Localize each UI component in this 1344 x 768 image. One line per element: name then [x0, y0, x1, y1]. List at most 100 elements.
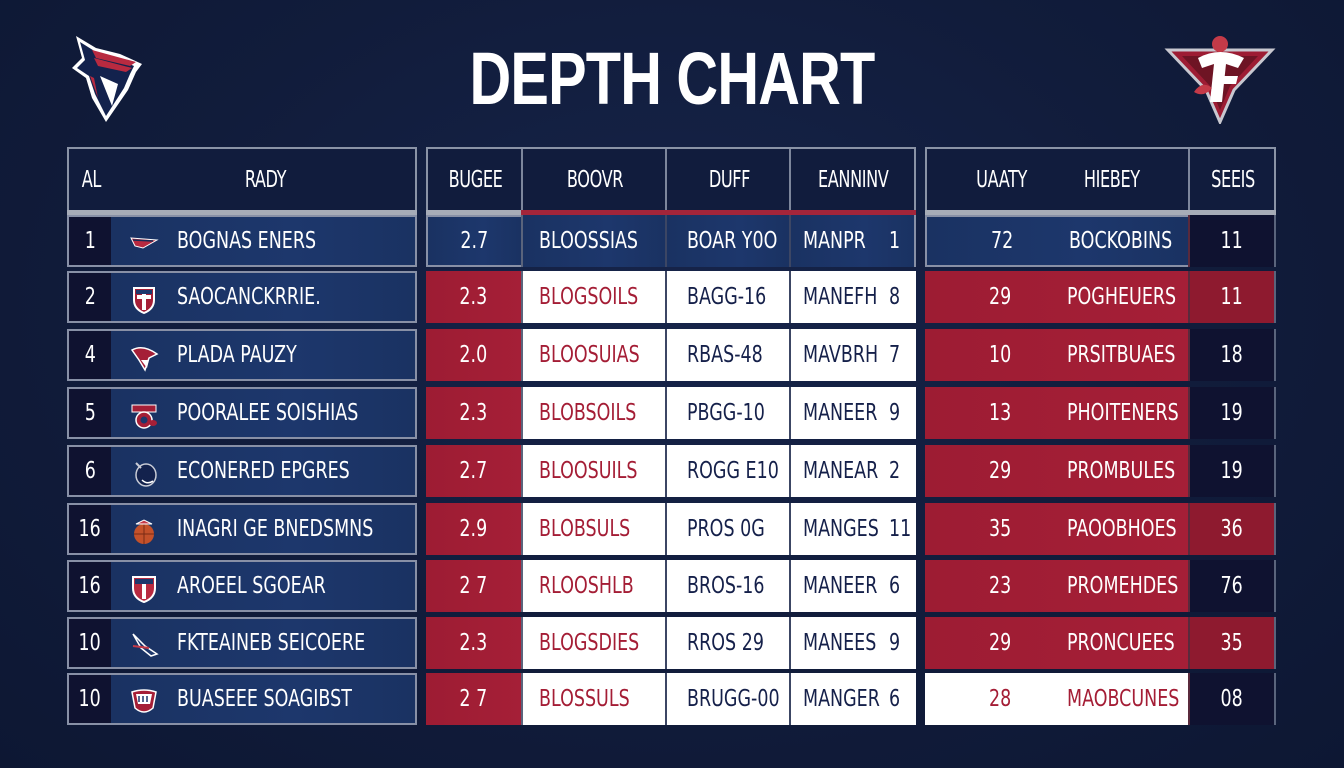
middle-table-row[interactable]: 2.0 BLOOSUIAS RBAS-48 MAVBRH 7 — [426, 329, 916, 381]
right-table-row[interactable]: 23 PROMEHDES 76 — [925, 560, 1276, 612]
header-seeis[interactable]: SEEIS — [1211, 166, 1255, 193]
middle-table-row[interactable]: 2 7 RLOOSHLB BROS-16 MANEER 6 — [426, 560, 916, 612]
rank-cell: 16 — [67, 560, 111, 612]
middle-table-row[interactable]: 2.3 BLOBSOILS PBGG-10 MANEER 9 — [426, 387, 916, 439]
status-cell: MANEFH 8 — [789, 271, 916, 323]
stat-value: 29 — [989, 630, 1012, 656]
right-table-row[interactable]: 29 PROMBULES 19 — [925, 445, 1276, 497]
player-name-cell: AROEEL SGOEAR — [111, 560, 417, 612]
eagle-logo-icon — [132, 633, 159, 657]
stat-value: 35 — [989, 516, 1012, 542]
shield-cross-logo-icon — [133, 287, 155, 314]
status-number: 6 — [889, 573, 901, 599]
player-name: FKTEAINEB SEICOERE — [177, 630, 366, 656]
left-table-row[interactable]: 16 AROEEL SGOEAR — [67, 560, 417, 612]
player-name: INAGRI GE BNEDSMNS — [177, 516, 374, 542]
code-cell: PROS 0G — [665, 503, 789, 555]
middle-table-row[interactable]: 2.7 BLOOSSIAS BOAR Y0O MANPR 1 — [426, 215, 916, 267]
score-cell: 18 — [1188, 329, 1276, 381]
header-rady[interactable]: RADY — [244, 166, 286, 193]
divider — [1188, 149, 1190, 210]
left-table-row[interactable]: 5 POORALEE SOISHIAS — [67, 387, 417, 439]
status-number: 2 — [889, 458, 901, 484]
player-name: AROEEL SGOEAR — [177, 573, 326, 599]
stat-cell: 29 POGHEUERS — [925, 271, 1188, 323]
right-table-row[interactable]: 72 BOCKOBINS 11 — [925, 215, 1276, 267]
stat-value: 72 — [991, 228, 1014, 254]
code-cell: BOAR Y0O — [665, 215, 789, 267]
divider — [665, 149, 667, 210]
status-number: 1 — [889, 228, 901, 254]
rank-cell: 2 — [67, 271, 111, 323]
left-table-row[interactable]: 1 BOGNAS ENERS — [67, 215, 417, 267]
status-cell: MANPR 1 — [789, 215, 916, 267]
score-cell: 19 — [1188, 387, 1276, 439]
header-uaaty[interactable]: UAATY — [976, 166, 1028, 193]
status-cell: MANEER 6 — [789, 560, 916, 612]
divider — [789, 149, 791, 210]
player-name: BOGNAS ENERS — [177, 228, 317, 254]
divider — [521, 149, 523, 210]
crest-badge-logo-icon — [131, 689, 157, 713]
rank-cell: 10 — [67, 673, 111, 725]
right-table-row[interactable]: 10 PRSITBUAES 18 — [925, 329, 1276, 381]
rank-cell: 1 — [67, 215, 111, 267]
school-cell: BLOGSDIES — [521, 617, 665, 669]
header-divider — [67, 210, 417, 215]
header-bugee[interactable]: BUGEE — [448, 166, 503, 193]
middle-table-row[interactable]: 2.3 BLOGSDIES RROS 29 MANEES 9 — [426, 617, 916, 669]
school-cell: BLOOSUILS — [521, 445, 665, 497]
stat-label: PROMBULES — [1067, 458, 1176, 484]
status-cell: MANEAR 2 — [789, 445, 916, 497]
left-table-row[interactable]: 4 PLADA PAUZY — [67, 329, 417, 381]
bird-head-logo-icon — [135, 462, 157, 487]
right-table-row[interactable]: 35 PAOOBHOES 36 — [925, 503, 1276, 555]
middle-table-row[interactable]: 2.9 BLOBSULS PROS 0G MANGES 11 — [426, 503, 916, 555]
value-cell: 2.7 — [426, 215, 521, 267]
right-table-row[interactable]: 29 POGHEUERS 11 — [925, 271, 1276, 323]
stat-label: PHOITENERS — [1067, 400, 1179, 426]
header-hiebey[interactable]: HIEBEY — [1084, 166, 1140, 193]
player-name: PLADA PAUZY — [177, 342, 297, 368]
header-eanninv[interactable]: EANNINV — [818, 166, 889, 193]
header-boovr[interactable]: BOOVR — [566, 166, 624, 193]
right-table-row[interactable]: 29 PRONCUEES 35 — [925, 617, 1276, 669]
middle-table-header: BUGEE BOOVR DUFF EANNINV — [426, 147, 916, 210]
stat-value: 29 — [989, 284, 1012, 310]
status-number: 9 — [889, 630, 901, 656]
middle-table-row[interactable]: 2.3 BLOGSOILS BAGG-16 MANEFH 8 — [426, 271, 916, 323]
stat-value: 23 — [989, 573, 1012, 599]
middle-table-row[interactable]: 2.7 BLOOSUILS ROGG E10 MANEAR 2 — [426, 445, 916, 497]
header-divider — [925, 210, 1276, 215]
right-table-row[interactable]: 28 MAOBCUNES 08 — [925, 673, 1276, 725]
school-cell: BLOOSUIAS — [521, 329, 665, 381]
right-table-header: UAATY HIEBEY SEEIS — [925, 147, 1276, 210]
g-badge-logo-icon — [131, 404, 157, 429]
stat-value: 10 — [989, 342, 1012, 368]
left-table-row[interactable]: 2 SAOCANCKRRIE. — [67, 271, 417, 323]
status-cell: MANGER 6 — [789, 673, 916, 725]
left-table-row[interactable]: 10 FKTEAINEB SEICOERE — [67, 617, 417, 669]
status-cell: MAVBRH 7 — [789, 329, 916, 381]
left-table-row[interactable]: 10 BUASEEE SOAGIBST — [67, 673, 417, 725]
header-al[interactable]: AL — [81, 166, 101, 193]
left-table-row[interactable]: 6 ECONERED EPGRES — [67, 445, 417, 497]
header-duff[interactable]: DUFF — [708, 166, 750, 193]
code-cell: RBAS-48 — [665, 329, 789, 381]
left-table-row[interactable]: 16 INAGRI GE BNEDSMNS — [67, 503, 417, 555]
basketball-logo-icon — [134, 519, 154, 544]
score-cell: 76 — [1188, 560, 1276, 612]
rank-cell: 16 — [67, 503, 111, 555]
right-table-row[interactable]: 13 PHOITENERS 19 — [925, 387, 1276, 439]
value-cell: 2.9 — [426, 503, 521, 555]
stat-label: PROMEHDES — [1067, 573, 1179, 599]
code-cell: RROS 29 — [665, 617, 789, 669]
middle-table-row[interactable]: 2 7 BLOSSULS BRUGG-00 MANGER 6 — [426, 673, 916, 725]
rank-cell: 4 — [67, 329, 111, 381]
school-cell: BLOGSOILS — [521, 271, 665, 323]
status-number: 8 — [889, 284, 901, 310]
player-name-cell: POORALEE SOISHIAS — [111, 387, 417, 439]
player-name-cell: BUASEEE SOAGIBST — [111, 673, 417, 725]
stat-value: 29 — [989, 458, 1012, 484]
stat-cell: 72 BOCKOBINS — [925, 215, 1188, 267]
